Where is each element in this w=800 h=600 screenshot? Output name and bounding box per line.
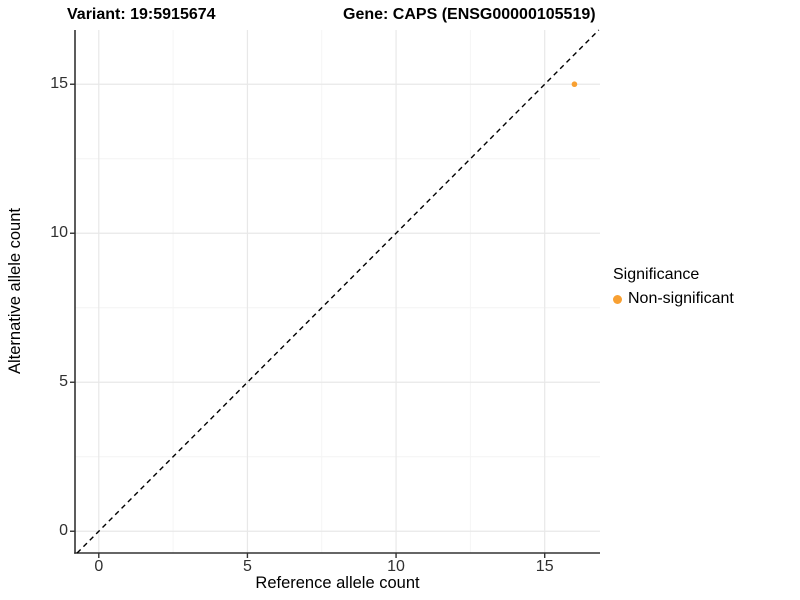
legend-item-label: Non-significant <box>628 290 734 307</box>
data-point <box>571 81 578 88</box>
x-tick-label: 10 <box>387 558 405 575</box>
circle-icon <box>613 294 622 304</box>
plot-title-variant: Variant: 19:5915674 <box>67 6 216 23</box>
plot-title-gene: Gene: CAPS (ENSG00000105519) <box>343 6 596 23</box>
identity-dashed-line <box>76 29 600 554</box>
x-tick-label: 0 <box>94 558 104 575</box>
x-axis-title: Reference allele count <box>255 574 420 592</box>
y-axis-title: Alternative allele count <box>6 208 24 375</box>
y-tick-label: 5 <box>59 373 68 391</box>
y-tick-label: 10 <box>50 224 68 242</box>
legend: Significance Non-significant <box>613 266 734 308</box>
x-tick-label: 15 <box>535 558 554 575</box>
legend-title: Significance <box>613 266 700 283</box>
y-tick-label: 15 <box>50 75 68 93</box>
legend-item: Non-significant <box>613 290 734 308</box>
x-tick-label: 5 <box>242 558 252 575</box>
y-tick-label: 0 <box>59 522 68 540</box>
